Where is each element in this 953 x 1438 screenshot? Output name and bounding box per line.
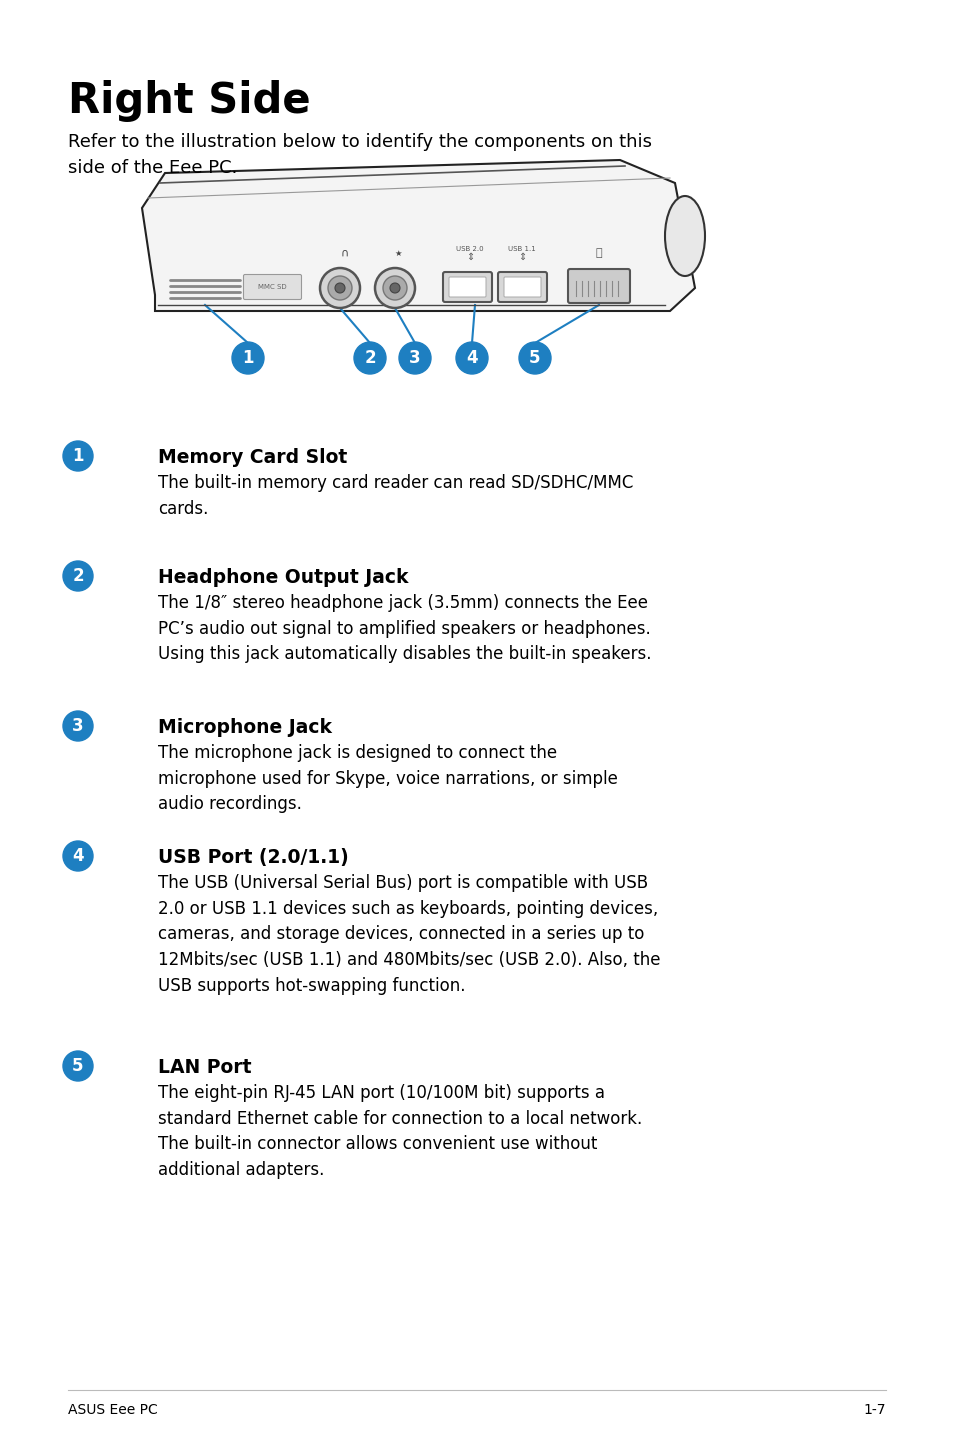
- Text: USB 1.1: USB 1.1: [508, 246, 536, 252]
- Circle shape: [232, 342, 264, 374]
- Circle shape: [328, 276, 352, 301]
- Text: LAN Port: LAN Port: [158, 1058, 252, 1077]
- Circle shape: [63, 441, 92, 472]
- Circle shape: [63, 841, 92, 871]
- Circle shape: [375, 267, 415, 308]
- Text: ⌖: ⌖: [595, 247, 601, 257]
- FancyBboxPatch shape: [243, 275, 301, 299]
- Text: 5: 5: [529, 349, 540, 367]
- Text: ⇕: ⇕: [517, 252, 525, 262]
- Text: Microphone Jack: Microphone Jack: [158, 718, 332, 738]
- Text: ∩: ∩: [340, 247, 349, 257]
- Text: 4: 4: [466, 349, 477, 367]
- Text: ⇕: ⇕: [465, 252, 474, 262]
- FancyBboxPatch shape: [567, 269, 629, 303]
- Text: Refer to the illustration below to identify the components on this
side of the E: Refer to the illustration below to ident…: [68, 132, 651, 177]
- Text: 3: 3: [72, 718, 84, 735]
- Circle shape: [63, 710, 92, 741]
- Text: ASUS Eee PC: ASUS Eee PC: [68, 1403, 157, 1416]
- Circle shape: [518, 342, 551, 374]
- Text: 2: 2: [72, 567, 84, 585]
- Text: 4: 4: [72, 847, 84, 866]
- Text: Right Side: Right Side: [68, 81, 311, 122]
- Text: 5: 5: [72, 1057, 84, 1076]
- Text: 1: 1: [72, 447, 84, 464]
- Circle shape: [398, 342, 431, 374]
- FancyBboxPatch shape: [442, 272, 492, 302]
- Circle shape: [63, 561, 92, 591]
- Text: Memory Card Slot: Memory Card Slot: [158, 449, 347, 467]
- Text: The built-in memory card reader can read SD/SDHC/MMC
cards.: The built-in memory card reader can read…: [158, 475, 633, 518]
- Circle shape: [319, 267, 359, 308]
- Text: 1: 1: [242, 349, 253, 367]
- Text: ★: ★: [394, 249, 401, 257]
- Text: 3: 3: [409, 349, 420, 367]
- Text: USB Port (2.0/1.1): USB Port (2.0/1.1): [158, 848, 349, 867]
- Circle shape: [390, 283, 399, 293]
- Circle shape: [382, 276, 407, 301]
- Text: 2: 2: [364, 349, 375, 367]
- Text: The microphone jack is designed to connect the
microphone used for Skype, voice : The microphone jack is designed to conne…: [158, 743, 618, 814]
- Text: The eight-pin RJ-45 LAN port (10/100M bit) supports a
standard Ethernet cable fo: The eight-pin RJ-45 LAN port (10/100M bi…: [158, 1084, 641, 1179]
- Text: USB 2.0: USB 2.0: [456, 246, 483, 252]
- Circle shape: [63, 1051, 92, 1081]
- Circle shape: [335, 283, 345, 293]
- Ellipse shape: [664, 196, 704, 276]
- Circle shape: [456, 342, 488, 374]
- FancyBboxPatch shape: [503, 278, 540, 298]
- FancyBboxPatch shape: [449, 278, 485, 298]
- Text: Headphone Output Jack: Headphone Output Jack: [158, 568, 408, 587]
- Text: MMC SD: MMC SD: [258, 283, 287, 290]
- Text: 1-7: 1-7: [862, 1403, 885, 1416]
- Text: The 1/8″ stereo headphone jack (3.5mm) connects the Eee
PC’s audio out signal to: The 1/8″ stereo headphone jack (3.5mm) c…: [158, 594, 651, 663]
- Circle shape: [354, 342, 386, 374]
- Text: The USB (Universal Serial Bus) port is compatible with USB
2.0 or USB 1.1 device: The USB (Universal Serial Bus) port is c…: [158, 874, 659, 995]
- FancyBboxPatch shape: [497, 272, 546, 302]
- Polygon shape: [142, 160, 695, 311]
